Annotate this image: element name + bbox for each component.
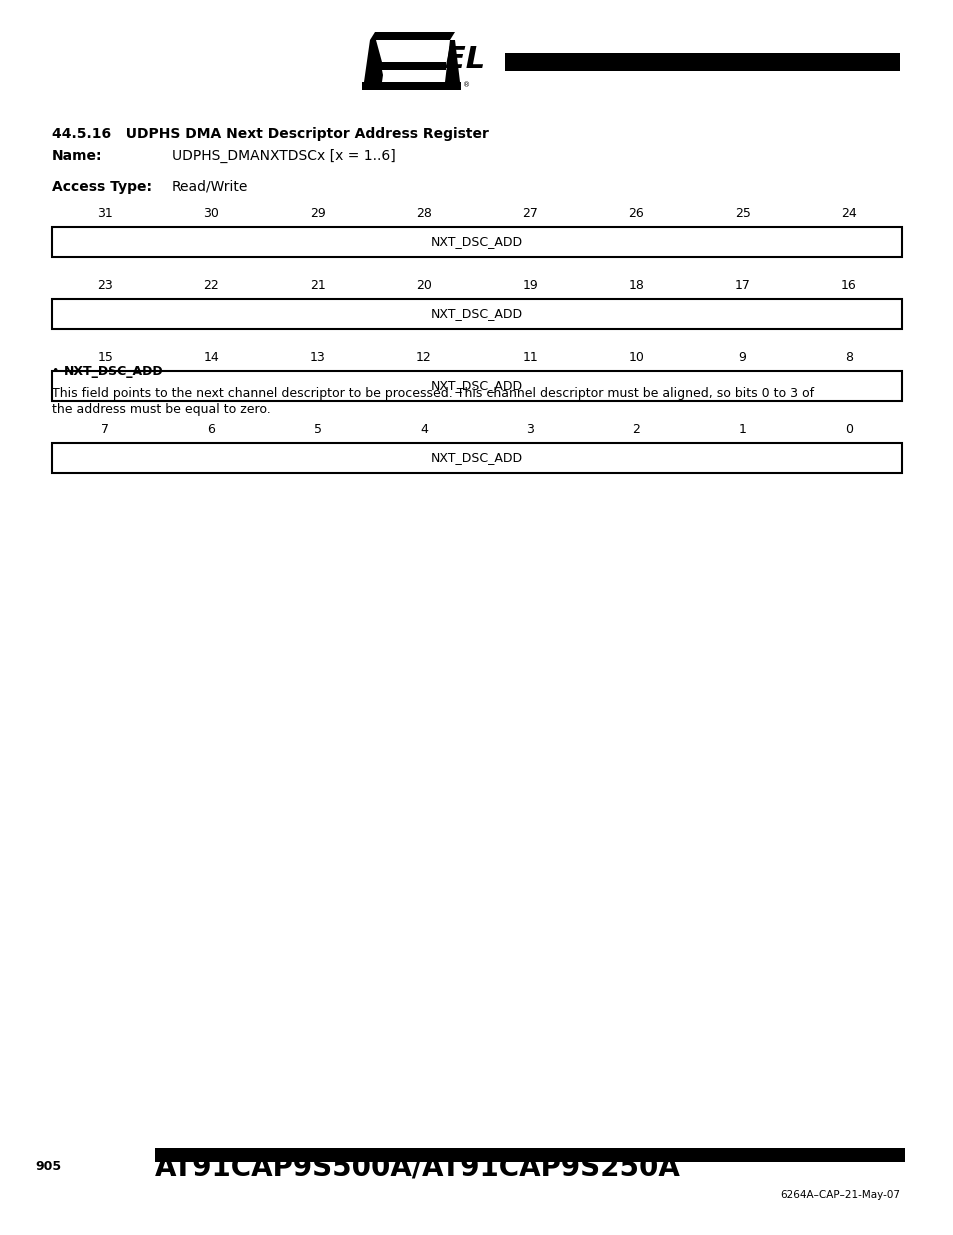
Text: NXT_DSC_ADD: NXT_DSC_ADD: [431, 379, 522, 393]
Text: 12: 12: [416, 351, 432, 364]
Text: the address must be equal to zero.: the address must be equal to zero.: [52, 403, 271, 416]
Text: 9: 9: [738, 351, 746, 364]
Text: Name:: Name:: [52, 149, 102, 163]
Text: NXT_DSC_ADD: NXT_DSC_ADD: [431, 452, 522, 464]
Text: NXT_DSC_ADD: NXT_DSC_ADD: [431, 236, 522, 248]
Text: 19: 19: [521, 279, 537, 291]
Text: 18: 18: [628, 279, 643, 291]
Text: 1: 1: [738, 424, 746, 436]
Text: NXT_DSC_ADD: NXT_DSC_ADD: [64, 366, 164, 378]
Text: 14: 14: [203, 351, 219, 364]
Text: 31: 31: [97, 207, 112, 220]
Polygon shape: [444, 40, 459, 82]
Text: 5: 5: [314, 424, 321, 436]
Text: 23: 23: [97, 279, 112, 291]
Text: 24: 24: [841, 207, 856, 220]
Text: AT91CAP9S500A/AT91CAP9S250A: AT91CAP9S500A/AT91CAP9S250A: [154, 1153, 680, 1181]
Text: 6: 6: [207, 424, 215, 436]
Text: 17: 17: [734, 279, 750, 291]
Text: 13: 13: [310, 351, 325, 364]
Polygon shape: [381, 62, 446, 70]
Text: 44.5.16   UDPHS DMA Next Descriptor Address Register: 44.5.16 UDPHS DMA Next Descriptor Addres…: [52, 127, 488, 141]
Polygon shape: [364, 40, 388, 82]
Text: 11: 11: [521, 351, 537, 364]
Text: Access Type:: Access Type:: [52, 180, 152, 194]
Text: ®: ®: [462, 82, 470, 88]
Text: 3: 3: [526, 424, 534, 436]
Text: 20: 20: [416, 279, 432, 291]
Text: Read/Write: Read/Write: [172, 180, 248, 194]
Bar: [154, 1149, 904, 1162]
Text: 0: 0: [844, 424, 852, 436]
Text: 905: 905: [35, 1161, 61, 1173]
Text: 6264A–CAP–21-May-07: 6264A–CAP–21-May-07: [780, 1191, 899, 1200]
Text: 7: 7: [101, 424, 109, 436]
Text: ATMEL: ATMEL: [374, 46, 485, 74]
Text: 28: 28: [416, 207, 432, 220]
Text: 10: 10: [628, 351, 643, 364]
Bar: [504, 53, 899, 70]
Polygon shape: [370, 32, 455, 40]
Text: NXT_DSC_ADD: NXT_DSC_ADD: [431, 308, 522, 321]
Text: This field points to the next channel descriptor to be processed. This channel d: This field points to the next channel de…: [52, 387, 813, 400]
Text: 2: 2: [632, 424, 639, 436]
Polygon shape: [361, 82, 460, 90]
Bar: [52, 227, 901, 257]
Polygon shape: [381, 70, 446, 80]
Bar: [52, 299, 901, 329]
Polygon shape: [375, 40, 448, 62]
Text: 15: 15: [97, 351, 113, 364]
Text: 8: 8: [844, 351, 852, 364]
Text: 27: 27: [521, 207, 537, 220]
Text: 16: 16: [841, 279, 856, 291]
Text: 22: 22: [203, 279, 219, 291]
Text: 30: 30: [203, 207, 219, 220]
Text: •: •: [52, 366, 63, 378]
Bar: [52, 443, 901, 473]
Text: 29: 29: [310, 207, 325, 220]
Text: 21: 21: [310, 279, 325, 291]
Text: UDPHS_DMANXTDSCx [x = 1..6]: UDPHS_DMANXTDSCx [x = 1..6]: [172, 149, 395, 163]
Text: 4: 4: [419, 424, 427, 436]
Text: 25: 25: [734, 207, 750, 220]
Text: 26: 26: [628, 207, 643, 220]
Bar: [52, 370, 901, 401]
